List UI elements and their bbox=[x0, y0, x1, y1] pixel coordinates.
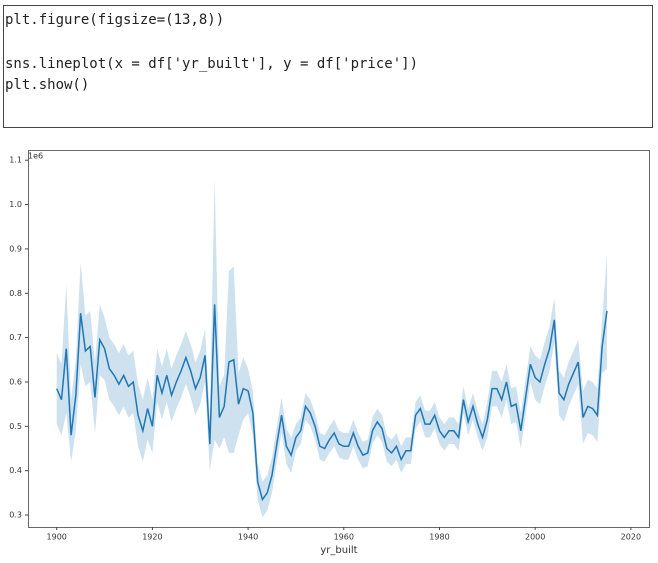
y-tick-label: 0.5 bbox=[9, 422, 22, 431]
confidence-band bbox=[56, 177, 607, 518]
x-tick-label: 2000 bbox=[525, 533, 545, 542]
x-axis-label: yr_built bbox=[320, 545, 357, 556]
y-tick-label: 0.3 bbox=[9, 511, 22, 520]
y-tick-label: 0.8 bbox=[9, 289, 22, 298]
plot-frame bbox=[28, 150, 650, 528]
x-tick-label: 1920 bbox=[142, 533, 162, 542]
code-line: plt.figure(figsize=(13,8)) bbox=[5, 12, 224, 28]
y-tick-label: 0.4 bbox=[9, 466, 22, 475]
x-tick-label: 1960 bbox=[334, 533, 354, 542]
y-tick-label: 1.0 bbox=[9, 200, 22, 209]
code-line: sns.lineplot(x = df['yr_built'], y = df[… bbox=[5, 56, 418, 72]
y-tick-label: 1.1 bbox=[9, 156, 22, 165]
x-tick-label: 2020 bbox=[621, 533, 641, 542]
y-tick-label: 0.6 bbox=[9, 377, 22, 386]
x-tick-label: 1940 bbox=[238, 533, 258, 542]
code-cell[interactable] bbox=[3, 5, 653, 128]
y-tick-label: 0.7 bbox=[9, 333, 22, 342]
code-line: plt.show() bbox=[5, 77, 89, 93]
offset-label: 1e6 bbox=[28, 152, 43, 161]
line bbox=[56, 304, 608, 502]
y-tick-label: 0.9 bbox=[9, 244, 22, 253]
x-tick-label: 1900 bbox=[47, 533, 67, 542]
x-tick-label: 1980 bbox=[429, 533, 449, 542]
